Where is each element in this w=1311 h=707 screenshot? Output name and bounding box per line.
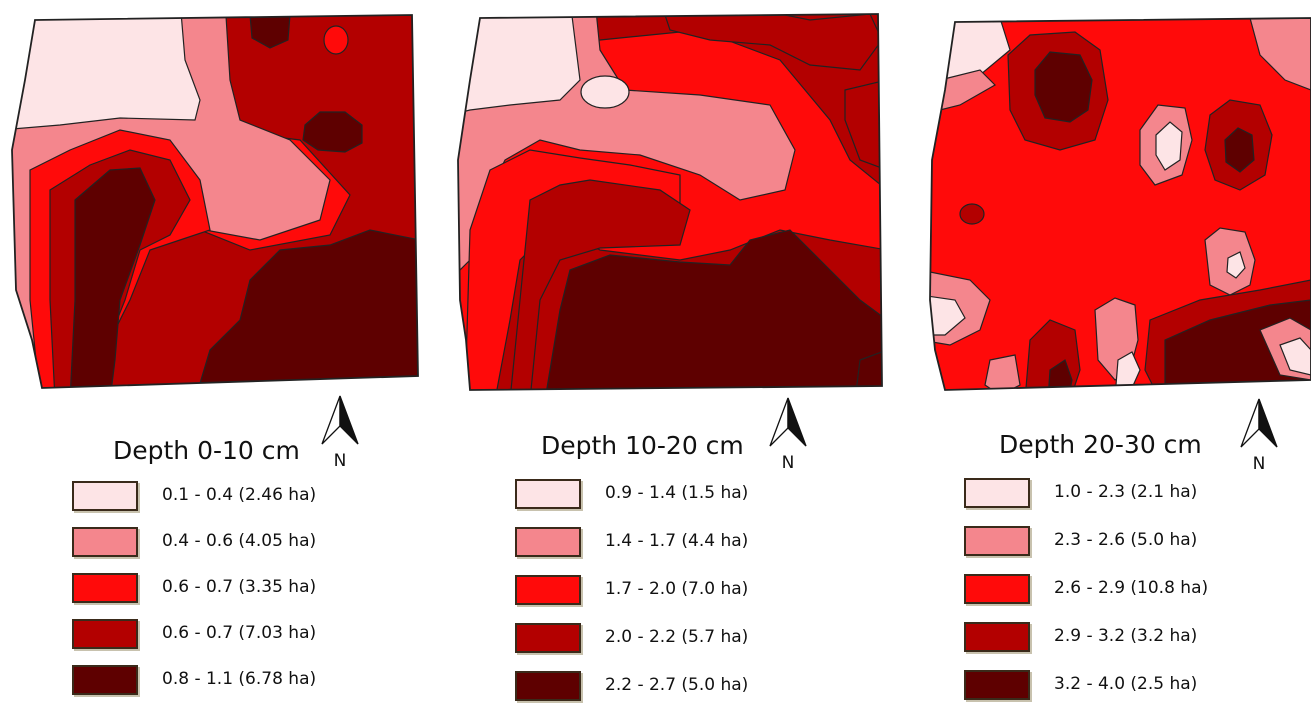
zone-class1: [580, 75, 630, 109]
zone-class1: [1155, 121, 1183, 171]
legend-label: 1.7 - 2.0 (7.0 ha): [605, 579, 749, 599]
legend-label: 2.3 - 2.6 (5.0 ha): [1054, 530, 1198, 550]
legend-label: 2.2 - 2.7 (5.0 ha): [605, 675, 749, 695]
legend-label: 0.8 - 1.1 (6.78 ha): [162, 669, 317, 689]
zone-class1: [458, 14, 581, 116]
legend-label: 0.1 - 0.4 (2.46 ha): [162, 485, 317, 505]
legend-swatch: [72, 665, 138, 695]
zone-class4: [509, 179, 691, 390]
legend-swatch: [72, 619, 138, 649]
legend-label: 2.6 - 2.9 (10.8 ha): [1054, 578, 1209, 598]
legend-swatch: [72, 527, 138, 557]
legend-swatch: [964, 526, 1030, 556]
panel-title: Depth 0-10 cm: [113, 436, 300, 465]
zone-class1: [1115, 351, 1141, 389]
legend-label: 0.9 - 1.4 (1.5 ha): [605, 483, 749, 503]
legend-swatch: [515, 575, 581, 605]
panel-title: Depth 10-20 cm: [541, 431, 744, 460]
legend-label: 3.2 - 4.0 (2.5 ha): [1054, 674, 1198, 694]
map-panel-depth-0-10: Depth 0-10 cm N 0.1 - 0.4 (2.46 ha) 0.4 …: [0, 0, 437, 706]
choropleth-map-0-10: [11, 14, 419, 389]
zone-class5: [194, 229, 418, 388]
legend-swatch: [964, 478, 1030, 508]
north-arrow-icon: N: [318, 392, 362, 474]
zone-class5: [249, 15, 291, 49]
panel-title: Depth 20-30 cm: [999, 430, 1202, 459]
legend-swatch: [515, 479, 581, 509]
choropleth-map-20-30: [929, 17, 1311, 391]
legend-label: 1.0 - 2.3 (2.1 ha): [1054, 482, 1198, 502]
map-panel-depth-10-20: Depth 10-20 cm N 0.9 - 1.4 (1.5 ha) 1.4 …: [450, 0, 887, 706]
legend-label: 1.4 - 1.7 (4.4 ha): [605, 531, 749, 551]
zone-class5: [1224, 127, 1255, 173]
zone-class5: [1047, 359, 1073, 390]
north-label: N: [334, 451, 347, 470]
legend-label: 2.9 - 3.2 (3.2 ha): [1054, 626, 1198, 646]
legend-swatch: [72, 481, 138, 511]
legend-label: 0.6 - 0.7 (7.03 ha): [162, 623, 317, 643]
legend-swatch: [964, 670, 1030, 700]
zone-class2: [984, 354, 1021, 390]
zone-class3: [323, 25, 349, 55]
legend-label: 2.0 - 2.2 (5.7 ha): [605, 627, 749, 647]
legend-swatch: [964, 622, 1030, 652]
north-arrow-icon: N: [766, 394, 810, 476]
zone-class5: [1034, 51, 1093, 123]
choropleth-map-10-20: [457, 13, 883, 391]
zone-class1: [1226, 251, 1246, 279]
legend-swatch: [72, 573, 138, 603]
north-label: N: [1253, 454, 1266, 473]
zone-class5: [544, 229, 882, 390]
legend-swatch: [515, 623, 581, 653]
legend-label: 0.4 - 0.6 (4.05 ha): [162, 531, 317, 551]
legend-label: 0.6 - 0.7 (3.35 ha): [162, 577, 317, 597]
map-panel-depth-20-30: Depth 20-30 cm N 1.0 - 2.3 (2.1 ha) 2.3 …: [900, 0, 1311, 706]
zone-class2: [1249, 18, 1311, 91]
north-label: N: [782, 453, 795, 472]
zone-class5: [302, 111, 363, 153]
legend-swatch: [515, 671, 581, 701]
zone-class1: [1279, 337, 1311, 376]
legend-swatch: [515, 527, 581, 557]
zone-class4: [959, 203, 985, 225]
zone-class1: [12, 15, 201, 131]
zone-class4: [664, 14, 882, 71]
north-arrow-icon: N: [1237, 395, 1281, 477]
zone-class5: [69, 167, 156, 388]
legend-swatch: [964, 574, 1030, 604]
